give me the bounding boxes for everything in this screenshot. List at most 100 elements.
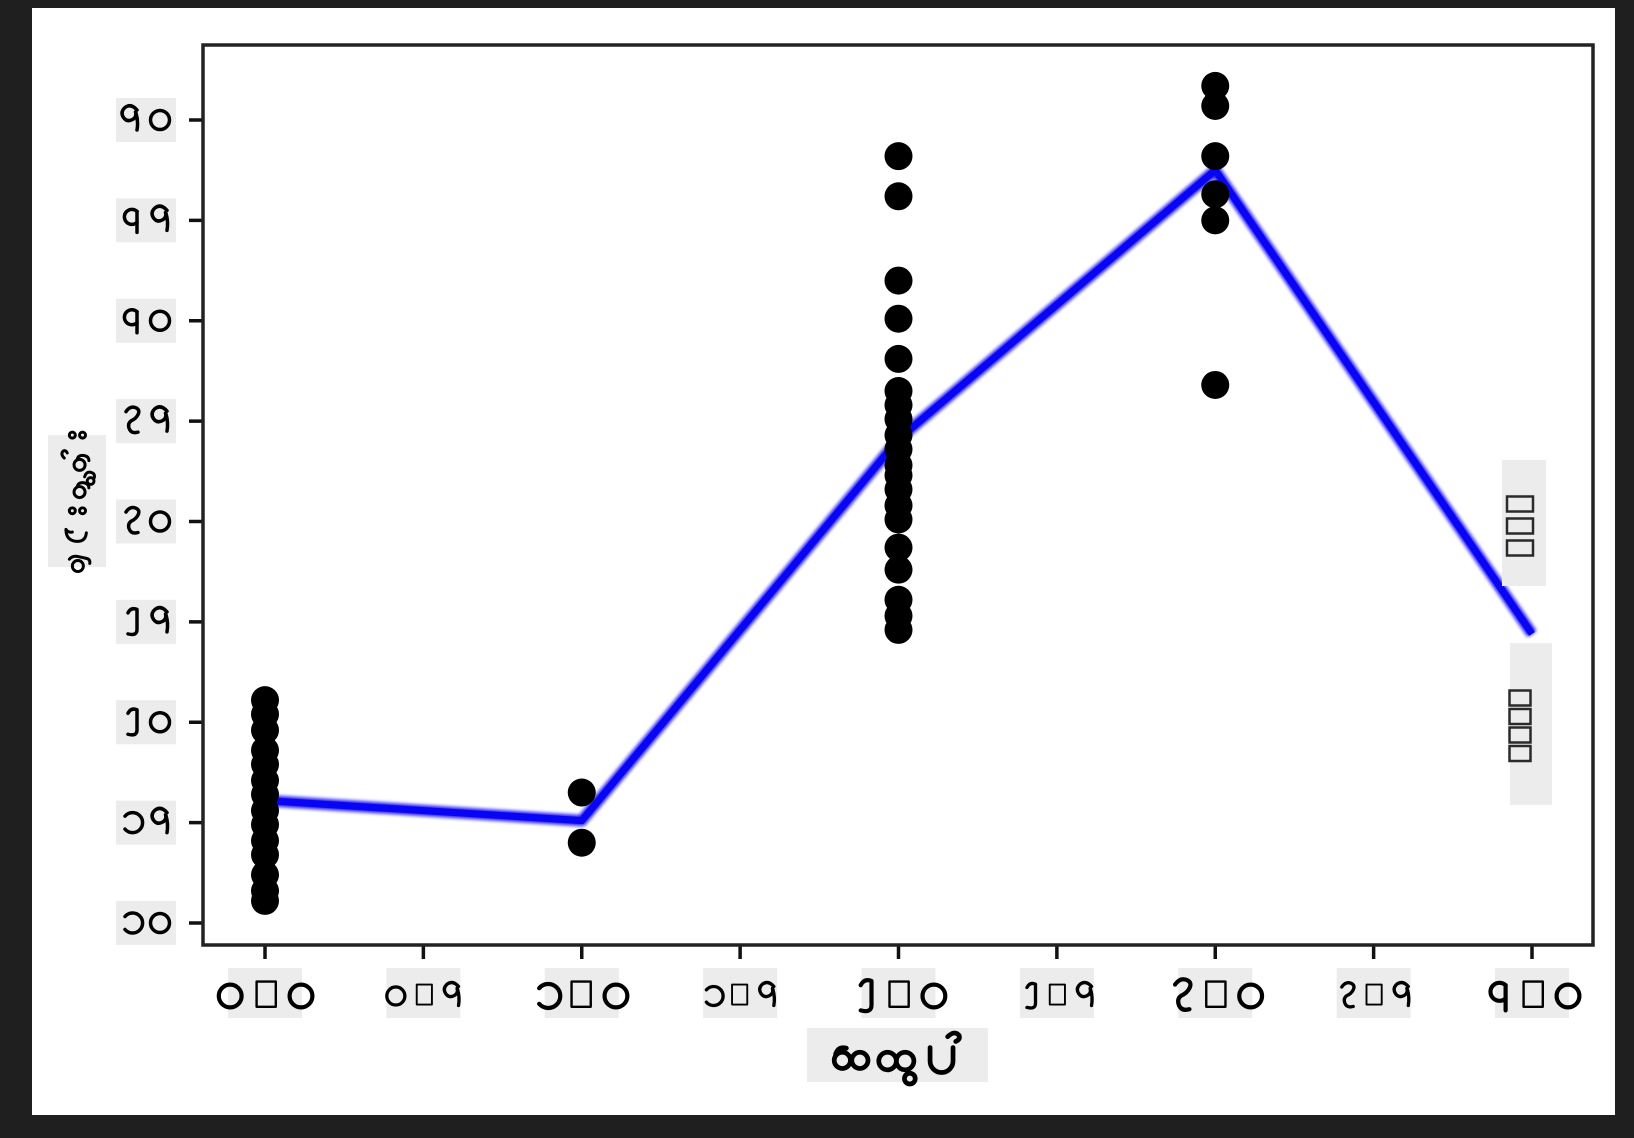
glyph-stroke <box>148 911 172 935</box>
x-tick-label-bg <box>1019 968 1094 1018</box>
glyph <box>1392 980 1411 1008</box>
y-tick-label <box>123 806 170 835</box>
glyph <box>385 985 407 1007</box>
glyph <box>415 983 433 1006</box>
glyph-stroke <box>60 449 69 460</box>
glyph <box>927 1045 956 1075</box>
glyph <box>150 605 170 634</box>
glyph-stroke <box>758 980 776 999</box>
glyph <box>1522 980 1545 1009</box>
glyph <box>1554 982 1582 1010</box>
glyph <box>704 984 725 1008</box>
x-tick-label <box>704 980 777 1008</box>
glyph-stroke <box>67 506 77 516</box>
glyph-stroke <box>287 982 315 1010</box>
glyph <box>758 980 777 1008</box>
glyph-stroke <box>150 806 169 825</box>
glyph <box>150 204 170 233</box>
x-tick-label-bg <box>386 968 461 1018</box>
glyph <box>148 911 172 935</box>
glyph-stroke <box>64 527 74 534</box>
glyph <box>831 1045 871 1071</box>
scatter-point <box>567 828 596 857</box>
glyph <box>124 405 141 435</box>
x-axis-title <box>831 1030 962 1087</box>
glyph-stroke <box>849 1049 871 1071</box>
glyph <box>858 978 874 1014</box>
glyph-stroke <box>1522 980 1545 1009</box>
figure-area <box>32 8 1615 1115</box>
glyph <box>60 449 69 460</box>
scatter-point <box>884 615 913 644</box>
glyph <box>150 806 170 835</box>
y-axis-title-bg <box>48 435 106 567</box>
glyph-stroke <box>415 983 433 1006</box>
scatter-point <box>1201 370 1230 399</box>
x-tick-label <box>537 980 630 1011</box>
scatter-point <box>884 142 913 171</box>
glyph-stroke <box>126 707 139 737</box>
x-tick-label <box>1340 980 1411 1009</box>
glyph <box>148 309 172 332</box>
glyph-stroke <box>771 987 777 1008</box>
glyph-stroke <box>70 559 85 574</box>
glyph <box>1025 981 1038 1010</box>
glyph <box>945 1030 962 1044</box>
glyph-stroke <box>148 711 172 734</box>
glyph <box>1075 980 1094 1008</box>
glyph-stroke <box>148 510 172 533</box>
y-tick-label <box>122 308 172 335</box>
glyph-stroke <box>126 606 139 637</box>
glyph <box>1340 981 1356 1009</box>
glyph-stroke <box>75 481 91 490</box>
glyph-stroke <box>704 984 725 1008</box>
glyph <box>1172 977 1193 1012</box>
glyph-stroke <box>902 1070 918 1087</box>
annotation-tofu-glyph <box>1505 495 1535 513</box>
scatter-point <box>1201 206 1230 235</box>
glyph-stroke <box>385 985 407 1007</box>
glyph-stroke <box>602 982 630 1010</box>
plot-canvas <box>48 43 1595 1087</box>
glyph-stroke <box>148 309 172 332</box>
glyph-stroke <box>1172 977 1193 1012</box>
glyph-stroke <box>78 506 87 516</box>
glyph-stroke <box>893 1049 917 1073</box>
scatter-point <box>884 344 913 373</box>
glyph <box>570 980 592 1009</box>
glyph-stroke <box>858 978 874 1014</box>
glyph <box>442 980 461 1008</box>
glyph-stroke <box>122 308 139 327</box>
glyph-stroke <box>1488 980 1508 1003</box>
glyph-stroke <box>1048 983 1066 1006</box>
y-tick-label-bg <box>116 700 176 745</box>
glyph-stroke <box>164 211 170 233</box>
glyph <box>64 527 88 543</box>
x-tick-label-bg <box>703 968 778 1018</box>
scatter-point <box>884 304 913 333</box>
glyph <box>122 308 139 335</box>
glyph <box>876 1049 917 1073</box>
scatter-point <box>567 778 596 807</box>
glyph-stroke <box>537 981 563 1011</box>
glyph <box>72 453 91 472</box>
glyph <box>1205 980 1227 1009</box>
glyph <box>126 606 139 637</box>
glyph-stroke <box>123 810 145 835</box>
scatter-point <box>884 505 913 534</box>
glyph <box>148 510 172 533</box>
glyph <box>120 103 140 132</box>
glyph-stroke <box>164 613 170 634</box>
glyph <box>83 470 96 480</box>
glyph-stroke <box>1025 981 1038 1010</box>
x-tick-label <box>385 980 461 1008</box>
glyph-stroke <box>150 204 169 223</box>
glyph <box>123 911 145 935</box>
x-tick-label <box>858 978 948 1014</box>
y-tick-label <box>122 204 170 235</box>
y-tick-label <box>124 405 170 435</box>
glyph <box>216 982 244 1010</box>
glyph-stroke <box>1392 980 1410 999</box>
scatter-point <box>884 555 913 584</box>
